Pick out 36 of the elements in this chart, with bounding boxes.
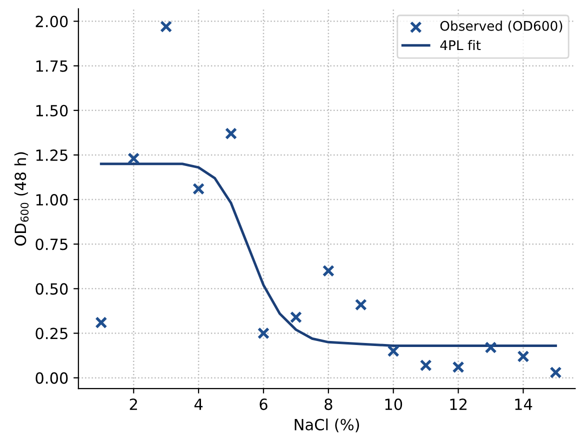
- y-tick-label: 0.00: [36, 372, 68, 384]
- point: [452, 361, 464, 374]
- y-tick-label: 0.50: [36, 283, 68, 295]
- point: [420, 359, 432, 372]
- x-tick-label: 6: [260, 398, 268, 410]
- legend-label: Observed (OD600): [440, 20, 562, 32]
- point: [257, 327, 270, 340]
- y-tick-label: 0.75: [36, 238, 68, 250]
- point: [95, 316, 108, 329]
- point: [354, 298, 367, 311]
- point: [290, 311, 302, 324]
- x-tick-label: 8: [324, 398, 332, 410]
- point: [387, 345, 400, 358]
- x-axis-title: NaCl (%): [294, 418, 359, 432]
- point: [484, 341, 497, 354]
- x-tick-label: 12: [450, 398, 466, 410]
- y-tick-label: 2.00: [36, 16, 68, 28]
- x-tick-label: 2: [130, 398, 137, 410]
- point: [192, 182, 205, 195]
- y-axis-title: OD$_{600}$ (48 h): [14, 152, 29, 246]
- point: [128, 152, 140, 165]
- point: [517, 350, 530, 362]
- y-tick-label: 1.50: [36, 104, 68, 116]
- x-tick-label: 14: [515, 398, 532, 410]
- y-tick-label: 1.25: [36, 149, 68, 161]
- point: [550, 366, 562, 379]
- point: [322, 264, 334, 277]
- y-tick-label: 0.25: [36, 328, 68, 340]
- legend-label: 4PL fit: [440, 40, 481, 50]
- y-tick-label: 1.75: [36, 60, 68, 72]
- point: [160, 20, 172, 33]
- x-tick-label: 4: [194, 398, 203, 410]
- point: [224, 128, 238, 140]
- x-tick-label: 10: [385, 398, 402, 410]
- line-series: [100, 162, 557, 347]
- y-tick-label: 1.00: [36, 194, 68, 206]
